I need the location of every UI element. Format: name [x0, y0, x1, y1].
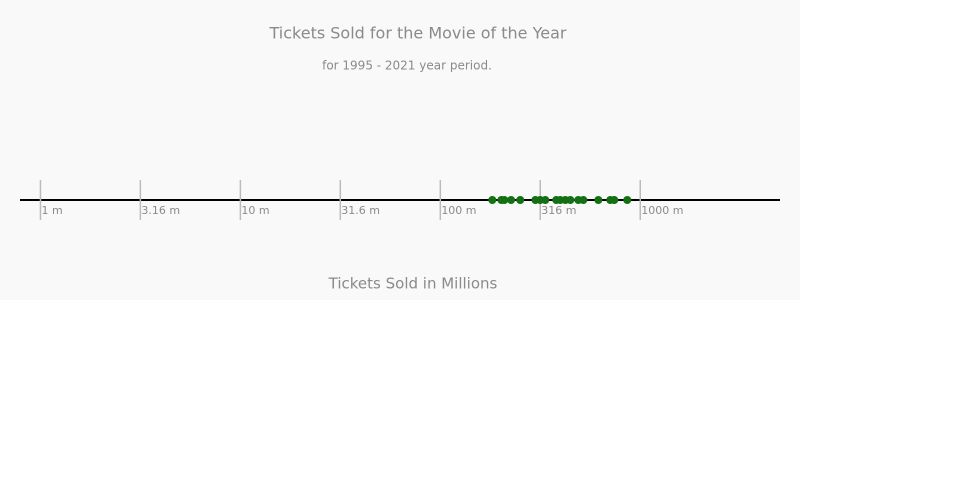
x-tick-label: 100 m [441, 204, 476, 217]
x-tick-label: 1 m [41, 204, 62, 217]
x-tick-label: 31.6 m [341, 204, 380, 217]
data-point [507, 196, 516, 204]
x-tick-label: 316 m [541, 204, 576, 217]
data-point [516, 196, 525, 204]
x-tick-label: 3.16 m [141, 204, 180, 217]
chart-title: Tickets Sold for the Movie of the Year [269, 24, 567, 43]
x-tick-label: 10 m [241, 204, 269, 217]
x-tick-label: 1000 m [641, 204, 683, 217]
chart-subtitle: for 1995 - 2021 year period. [322, 59, 492, 73]
data-point [566, 196, 575, 204]
data-point [579, 196, 588, 204]
x-axis-label: Tickets Sold in Millions [328, 275, 498, 293]
data-point [541, 196, 550, 204]
data-point [610, 196, 619, 204]
data-point [623, 196, 632, 204]
chart-background [0, 0, 800, 300]
data-point [488, 196, 497, 204]
data-point [500, 196, 509, 204]
data-point [594, 196, 603, 204]
